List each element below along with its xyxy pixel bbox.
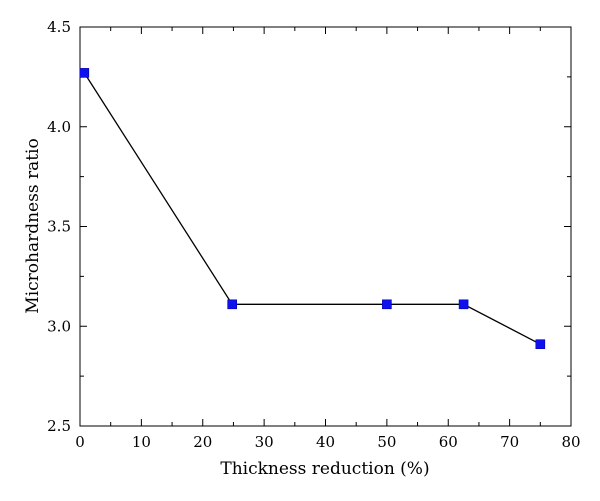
y-tick-label: 2.5	[47, 417, 71, 435]
x-tick-label: 60	[439, 433, 458, 451]
plot-area	[79, 26, 572, 427]
x-tick-label: 0	[75, 433, 85, 451]
x-tick-label: 10	[132, 433, 151, 451]
y-tick-label: 4.5	[47, 18, 71, 36]
data-point	[227, 299, 238, 310]
y-tick-labels: 2.5 3.0 3.5 4.0 4.5	[47, 18, 71, 435]
x-tick-label: 70	[500, 433, 519, 451]
x-tick-label: 40	[316, 433, 335, 451]
plot-frame	[79, 26, 572, 427]
series-line	[83, 72, 541, 345]
data-point	[458, 299, 469, 310]
data-point	[535, 339, 546, 350]
y-tick-label: 3.0	[47, 317, 71, 335]
x-tick-label: 80	[561, 433, 580, 451]
y-axis-title: Microhardness ratio	[23, 138, 43, 313]
x-axis-title: Thickness reduction (%)	[220, 459, 429, 479]
axis-ticks	[79, 26, 572, 427]
data-point	[382, 299, 392, 310]
x-tick-labels: 0 10 20 30 40 50 60 70 80	[75, 433, 580, 451]
x-tick-label: 30	[255, 433, 274, 451]
series-group	[79, 68, 546, 350]
data-point	[79, 68, 90, 78]
x-tick-label: 20	[193, 433, 212, 451]
x-tick-label: 50	[377, 433, 396, 451]
y-tick-label: 3.5	[47, 218, 71, 236]
y-tick-label: 4.0	[47, 118, 71, 136]
